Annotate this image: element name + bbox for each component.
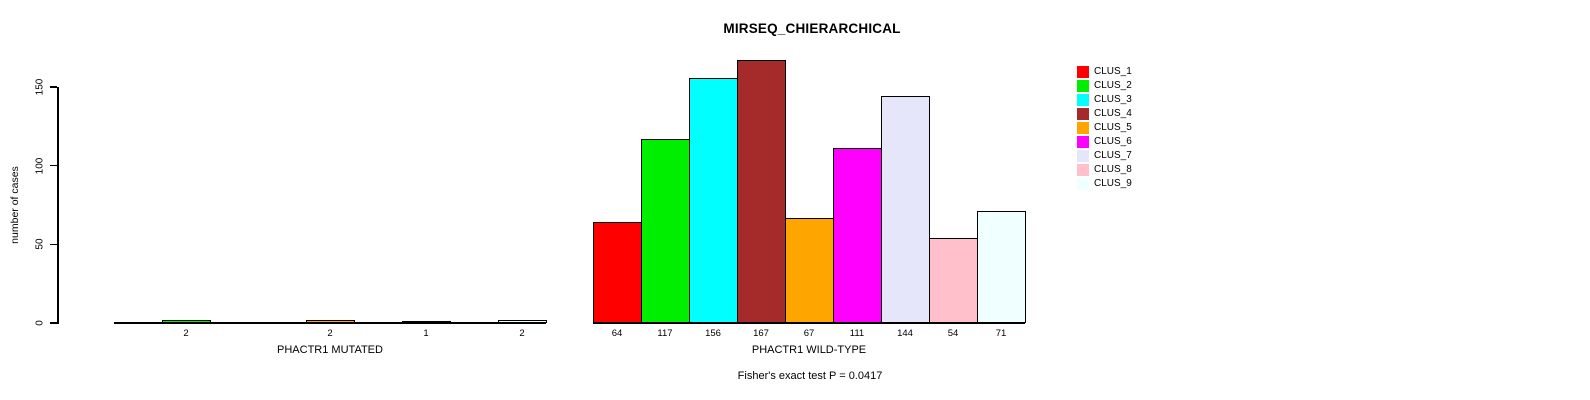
bar-clus_2 xyxy=(162,319,211,323)
bar-value-label: 67 xyxy=(803,328,815,339)
plot-title: MIRSEQ_CHIERARCHICAL xyxy=(723,21,901,36)
legend-item: CLUS_6 xyxy=(1077,135,1132,149)
legend-swatch-clus_8 xyxy=(1077,164,1089,176)
y-tick xyxy=(50,243,57,246)
legend-label: CLUS_7 xyxy=(1094,150,1132,161)
legend-swatch-clus_1 xyxy=(1077,66,1089,78)
fisher-annotation: Fisher's exact test P = 0.0417 xyxy=(737,370,883,382)
legend-swatch-clus_4 xyxy=(1077,108,1089,120)
legend-swatch-clus_9 xyxy=(1077,178,1089,190)
y-tick-label: 150 xyxy=(34,78,46,96)
legend-label: CLUS_3 xyxy=(1094,94,1132,105)
y-tick-label: 50 xyxy=(34,238,46,250)
bar-value-label: 144 xyxy=(897,328,913,339)
legend-label: CLUS_8 xyxy=(1094,164,1132,175)
y-tick-label: 100 xyxy=(34,157,46,174)
bar-value-label: 156 xyxy=(705,328,721,339)
legend-label: CLUS_4 xyxy=(1094,108,1132,119)
bar-value-label: 167 xyxy=(753,328,769,339)
legend-item: CLUS_2 xyxy=(1077,79,1132,93)
bar-value-label: 54 xyxy=(947,328,959,339)
bar-value-label: 1 xyxy=(423,328,429,339)
bar-clus_6 xyxy=(833,148,882,323)
y-tick xyxy=(50,86,57,88)
bar-clus_7 xyxy=(402,321,451,324)
bar-clus_4 xyxy=(737,60,786,323)
bar-clus_9 xyxy=(498,319,547,323)
bar-value-label: 2 xyxy=(327,328,333,339)
legend-item: CLUS_8 xyxy=(1077,163,1132,177)
y-axis-line xyxy=(57,87,59,325)
bar-clus_5 xyxy=(306,319,355,323)
legend-swatch-clus_5 xyxy=(1077,122,1089,134)
legend-swatch-clus_2 xyxy=(1077,80,1089,92)
bar-value-label: 71 xyxy=(995,328,1007,339)
legend-item: CLUS_1 xyxy=(1077,65,1132,79)
legend-item: CLUS_3 xyxy=(1077,93,1132,107)
y-tick xyxy=(50,164,57,167)
legend-swatch-clus_7 xyxy=(1077,150,1089,162)
bar-clus_8 xyxy=(929,238,978,323)
group-label: PHACTR1 MUTATED xyxy=(277,344,383,356)
bar-clus_2 xyxy=(641,138,690,323)
bar-value-label: 64 xyxy=(611,328,623,339)
bar-value-label: 2 xyxy=(519,328,525,339)
legend-item: CLUS_7 xyxy=(1077,149,1132,163)
cluster-legend: CLUS_1 CLUS_2 CLUS_3 CLUS_4 CLUS_5 CLUS_6 CLUS… xyxy=(1077,65,1132,191)
bar-clus_1 xyxy=(593,222,642,323)
group-label: PHACTR1 WILD-TYPE xyxy=(751,344,867,356)
bar-clus_3 xyxy=(689,77,738,323)
bar-value-label: 117 xyxy=(657,328,673,339)
y-tick-label: 0 xyxy=(34,320,46,326)
legend-item: CLUS_4 xyxy=(1077,107,1132,121)
legend-item: CLUS_5 xyxy=(1077,121,1132,135)
bar-clus_9 xyxy=(977,211,1026,323)
y-tick xyxy=(50,322,57,324)
legend-swatch-clus_6 xyxy=(1077,136,1089,148)
x-axis-baseline xyxy=(593,322,1025,324)
legend-label: CLUS_5 xyxy=(1094,122,1132,133)
x-axis-baseline xyxy=(114,322,546,324)
legend-label: CLUS_2 xyxy=(1094,80,1132,91)
legend-label: CLUS_6 xyxy=(1094,136,1132,147)
bar-clus_7 xyxy=(881,96,930,323)
legend-label: CLUS_1 xyxy=(1094,66,1132,77)
bar-value-label: 2 xyxy=(183,328,189,339)
bar-clus_5 xyxy=(785,217,834,323)
legend-label: CLUS_9 xyxy=(1094,178,1132,189)
legend-item: CLUS_9 xyxy=(1077,177,1132,191)
legend-swatch-clus_3 xyxy=(1077,94,1089,106)
y-axis-label: number of cases xyxy=(9,166,21,244)
bar-value-label: 111 xyxy=(849,328,865,339)
